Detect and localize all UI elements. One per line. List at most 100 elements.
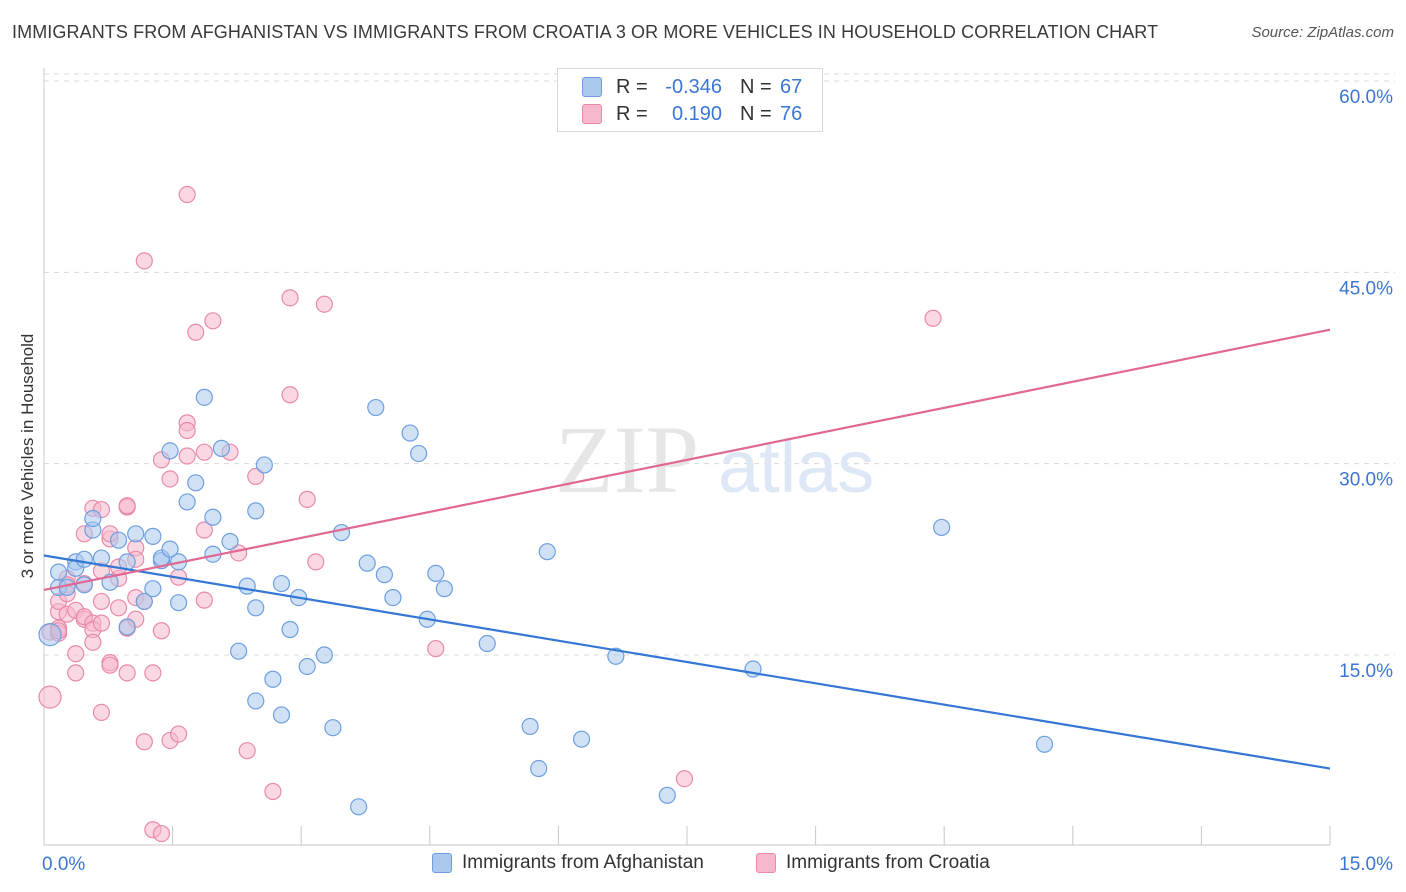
croatia-point bbox=[118, 497, 136, 515]
afghanistan-point bbox=[84, 509, 102, 528]
afghanistan-swatch bbox=[582, 77, 602, 97]
croatia-point bbox=[152, 622, 171, 640]
afghanistan-point bbox=[195, 388, 213, 406]
croatia-point bbox=[84, 633, 102, 651]
x-tick-label: 0.0% bbox=[42, 854, 85, 875]
croatia-point bbox=[135, 252, 153, 270]
afghanistan-point bbox=[350, 798, 368, 816]
croatia-point bbox=[307, 553, 325, 571]
afghanistan-point bbox=[161, 442, 179, 460]
tick-labels: 15.0% 30.0% 45.0% 60.0% 0.0% 15.0% bbox=[42, 87, 1393, 875]
croatia-point bbox=[238, 742, 256, 760]
croatia-point bbox=[281, 386, 299, 404]
afghanistan-point bbox=[324, 719, 342, 737]
afghanistan-points bbox=[38, 388, 1054, 816]
afghanistan-point bbox=[272, 706, 291, 724]
afghanistan-point bbox=[1035, 735, 1054, 753]
afghanistan-point bbox=[332, 523, 351, 542]
afghanistan-point bbox=[298, 657, 316, 676]
croatia-points bbox=[38, 185, 942, 843]
afghanistan-point bbox=[238, 577, 256, 595]
afghanistan-point bbox=[230, 642, 248, 660]
croatia-swatch bbox=[582, 104, 602, 124]
trend-lines bbox=[43, 328, 1331, 770]
afghanistan-point bbox=[144, 527, 162, 545]
croatia-point bbox=[264, 782, 282, 801]
afghanistan-point bbox=[538, 543, 556, 561]
legend-n-label: N = bbox=[740, 75, 772, 98]
x-tick-label: 15.0% bbox=[1339, 854, 1393, 875]
croatia-point bbox=[247, 467, 265, 486]
legend-item-croatia[interactable]: Immigrants from Croatia bbox=[756, 852, 990, 874]
legend-row-afghanistan: R = -0.346 N = 67 bbox=[582, 75, 802, 99]
afghanistan-point bbox=[38, 622, 62, 647]
afghanistan-point bbox=[75, 550, 93, 568]
afghanistan-point bbox=[281, 620, 299, 639]
afghanistan-point bbox=[530, 759, 548, 778]
afghanistan-point bbox=[272, 574, 291, 593]
afghanistan-point bbox=[410, 444, 428, 463]
legend-row-croatia: R = 0.190 N = 76 bbox=[582, 102, 802, 126]
afghanistan-point bbox=[607, 647, 625, 665]
afghanistan-point bbox=[118, 618, 136, 636]
grid-lines bbox=[44, 73, 1395, 656]
croatia-point bbox=[38, 685, 62, 709]
correlation-legend: R = -0.346 N = 67 R = 0.190 N = 76 bbox=[557, 68, 823, 132]
afghanistan-point bbox=[247, 599, 265, 617]
chart-title: IMMIGRANTS FROM AFGHANISTAN VS IMMIGRANT… bbox=[12, 22, 1159, 42]
croatia-point bbox=[135, 733, 153, 751]
afghanistan-point bbox=[375, 566, 393, 584]
afghanistan-swatch bbox=[432, 853, 452, 873]
y-tick-label: 45.0% bbox=[1339, 278, 1393, 299]
croatia-point bbox=[101, 656, 119, 674]
afghanistan-point bbox=[478, 634, 496, 653]
afghanistan-point bbox=[75, 576, 93, 594]
y-axis-title: 3 or more Vehicles in Household bbox=[18, 333, 37, 579]
y-tick-label: 15.0% bbox=[1339, 661, 1393, 682]
croatia-point bbox=[161, 470, 179, 488]
afghanistan-point bbox=[427, 564, 445, 582]
croatia-point bbox=[195, 521, 213, 539]
croatia-point bbox=[92, 614, 111, 632]
croatia-point bbox=[92, 703, 111, 722]
afghanistan-point bbox=[221, 532, 239, 551]
afghanistan-point bbox=[49, 563, 68, 581]
afghanistan-point bbox=[170, 594, 188, 612]
croatia-point bbox=[178, 421, 196, 440]
afghanistan-point bbox=[401, 424, 419, 442]
y-tick-label: 30.0% bbox=[1339, 470, 1393, 491]
afghanistan-point bbox=[109, 531, 128, 549]
legend-item-afghanistan[interactable]: Immigrants from Afghanistan bbox=[432, 852, 704, 874]
legend-n-value: 67 bbox=[780, 75, 803, 98]
croatia-point bbox=[298, 490, 316, 508]
afghanistan-point bbox=[247, 692, 265, 710]
croatia-trend-line bbox=[43, 328, 1331, 592]
croatia-point bbox=[195, 591, 213, 609]
croatia-point bbox=[924, 309, 942, 327]
afghanistan-point bbox=[187, 474, 205, 492]
croatia-point bbox=[152, 824, 171, 843]
croatia-point bbox=[170, 725, 188, 743]
axes bbox=[43, 68, 1331, 846]
croatia-point bbox=[67, 664, 85, 682]
croatia-point bbox=[92, 592, 111, 611]
croatia-point bbox=[178, 185, 196, 204]
legend-r-label: R = bbox=[616, 102, 648, 125]
croatia-point bbox=[144, 664, 162, 682]
afghanistan-point bbox=[204, 508, 222, 526]
croatia-point bbox=[67, 645, 85, 663]
legend-r-value: 0.190 bbox=[671, 102, 722, 125]
croatia-point bbox=[675, 770, 694, 788]
legend-n-label: N = bbox=[740, 102, 772, 125]
croatia-point bbox=[195, 443, 213, 461]
croatia-point bbox=[178, 447, 196, 465]
afghanistan-point bbox=[247, 502, 265, 520]
afghanistan-point bbox=[315, 646, 333, 664]
afghanistan-point bbox=[264, 670, 282, 688]
legend-label-afghanistan: Immigrants from Afghanistan bbox=[462, 852, 704, 873]
series-legend: Immigrants from Afghanistan Immigrants f… bbox=[0, 852, 1406, 876]
croatia-point bbox=[109, 599, 128, 617]
source-label: Source: ZipAtlas.com bbox=[1251, 24, 1394, 41]
croatia-swatch bbox=[756, 853, 776, 873]
